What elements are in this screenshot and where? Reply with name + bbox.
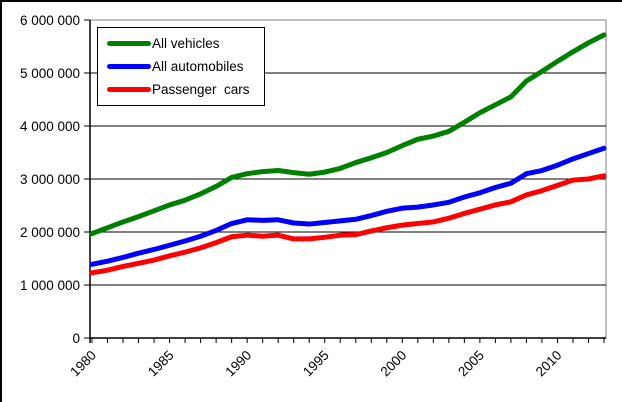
y-axis-tick-label: 4 000 000 — [20, 119, 80, 134]
y-axis-tick-label: 0 — [72, 331, 80, 346]
legend-item-passenger-cars: Passenger cars — [107, 83, 260, 97]
y-axis-tick-label: 6 000 000 — [20, 13, 80, 28]
legend-item-all-vehicles: All vehicles — [107, 37, 260, 51]
y-axis-tick-label: 1 000 000 — [20, 278, 80, 293]
line-all-vehicles — [89, 32, 607, 237]
legend-item-all-automobiles: All automobiles — [107, 60, 260, 74]
y-axis-tick-label: 2 000 000 — [20, 225, 80, 240]
line-passenger-cars — [89, 173, 607, 276]
all-automobiles-line-swatch — [107, 64, 151, 69]
line-all-automobiles — [89, 145, 607, 267]
x-axis-tick-label: 2000 — [378, 348, 410, 380]
legend-label-all-vehicles: All vehicles — [152, 35, 220, 51]
all-vehicles-line-swatch — [107, 41, 151, 46]
y-axis-tick-label: 3 000 000 — [20, 172, 80, 187]
passenger-cars-line-swatch — [107, 87, 151, 92]
legend: All vehicles All automobiles Passenger c… — [97, 27, 265, 106]
legend-label-all-automobiles: All automobiles — [152, 58, 244, 74]
x-axis-tick-label: 2010 — [533, 348, 565, 380]
x-axis-tick-label: 1980 — [67, 348, 99, 380]
legend-label-passenger-cars: Passenger cars — [152, 81, 250, 97]
x-axis-tick-label: 1985 — [145, 348, 177, 380]
y-axis-tick-label: 5 000 000 — [20, 66, 80, 81]
x-axis-tick-label: 2005 — [455, 348, 487, 380]
x-axis-tick-label: 1995 — [300, 348, 332, 380]
x-axis-tick-label: 1990 — [222, 348, 254, 380]
